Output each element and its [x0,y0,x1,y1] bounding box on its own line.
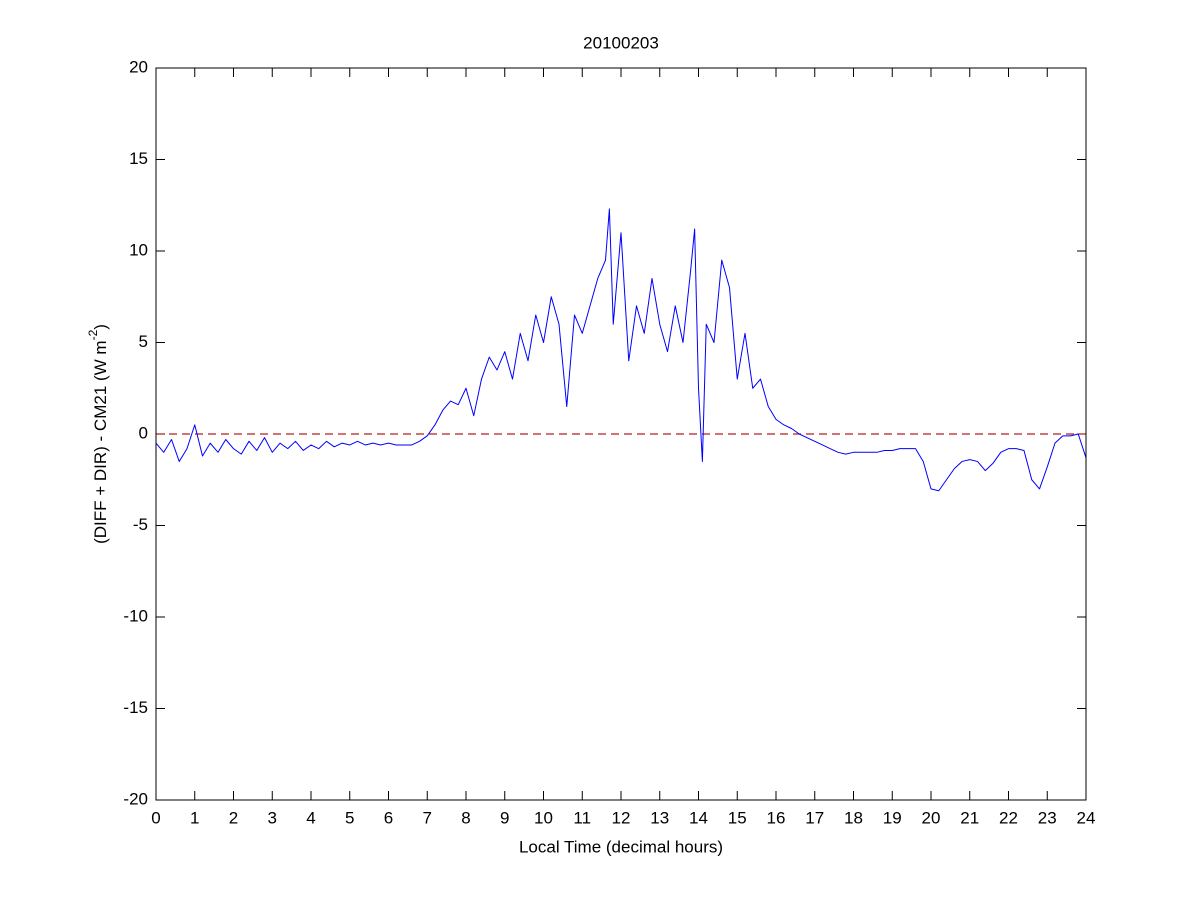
y-label-main: (DIFF + DIR) - CM21 (W m [91,340,110,544]
data-line [155,208,1087,492]
x-tick-label: 11 [573,808,591,827]
x-tick-label: 16 [767,808,786,827]
x-tick-label: 17 [805,808,824,827]
y-axis-label: (DIFF + DIR) - CM21 (W m-2) [86,324,110,544]
x-tick-label: 7 [423,808,432,827]
y-tick-label: 0 [139,423,148,442]
x-tick-label: 22 [999,808,1018,827]
x-tick-label: 3 [268,808,277,827]
y-label-sup: -2 [86,329,100,340]
y-tick-label: 5 [139,332,148,351]
chart-title: 20100203 [583,33,659,52]
y-tick-label: 10 [129,240,148,259]
x-tick-label: 5 [345,808,354,827]
x-tick-label: 4 [306,808,315,827]
x-axis-label: Local Time (decimal hours) [519,837,723,856]
x-tick-label: 10 [534,808,553,827]
x-tick-label: 24 [1077,808,1096,827]
x-tick-label: 0 [151,808,160,827]
y-tick-label: 15 [129,149,148,168]
y-tick-label: -15 [123,698,148,717]
x-tick-label: 20 [922,808,941,827]
x-tick-label: 2 [229,808,238,827]
x-tick-label: 23 [1038,808,1057,827]
y-label-end: ) [91,324,110,330]
x-tick-label: 14 [689,808,708,827]
plot-frame [155,67,1087,801]
x-tick-label: 21 [960,808,979,827]
y-tick-label: -10 [123,606,148,625]
x-tick-label: 6 [384,808,393,827]
x-tick-label: 12 [612,808,631,827]
x-tick-label: 8 [461,808,470,827]
x-tick-label: 13 [650,808,669,827]
x-tick-label: 15 [728,808,747,827]
y-tick-label: -5 [133,515,148,534]
y-tick-label: -20 [123,789,148,808]
x-tick-label: 9 [500,808,509,827]
x-tick-label: 19 [883,808,902,827]
y-tick-label: 20 [129,57,148,76]
x-tick-label: 1 [190,808,199,827]
x-tick-label: 18 [844,808,863,827]
